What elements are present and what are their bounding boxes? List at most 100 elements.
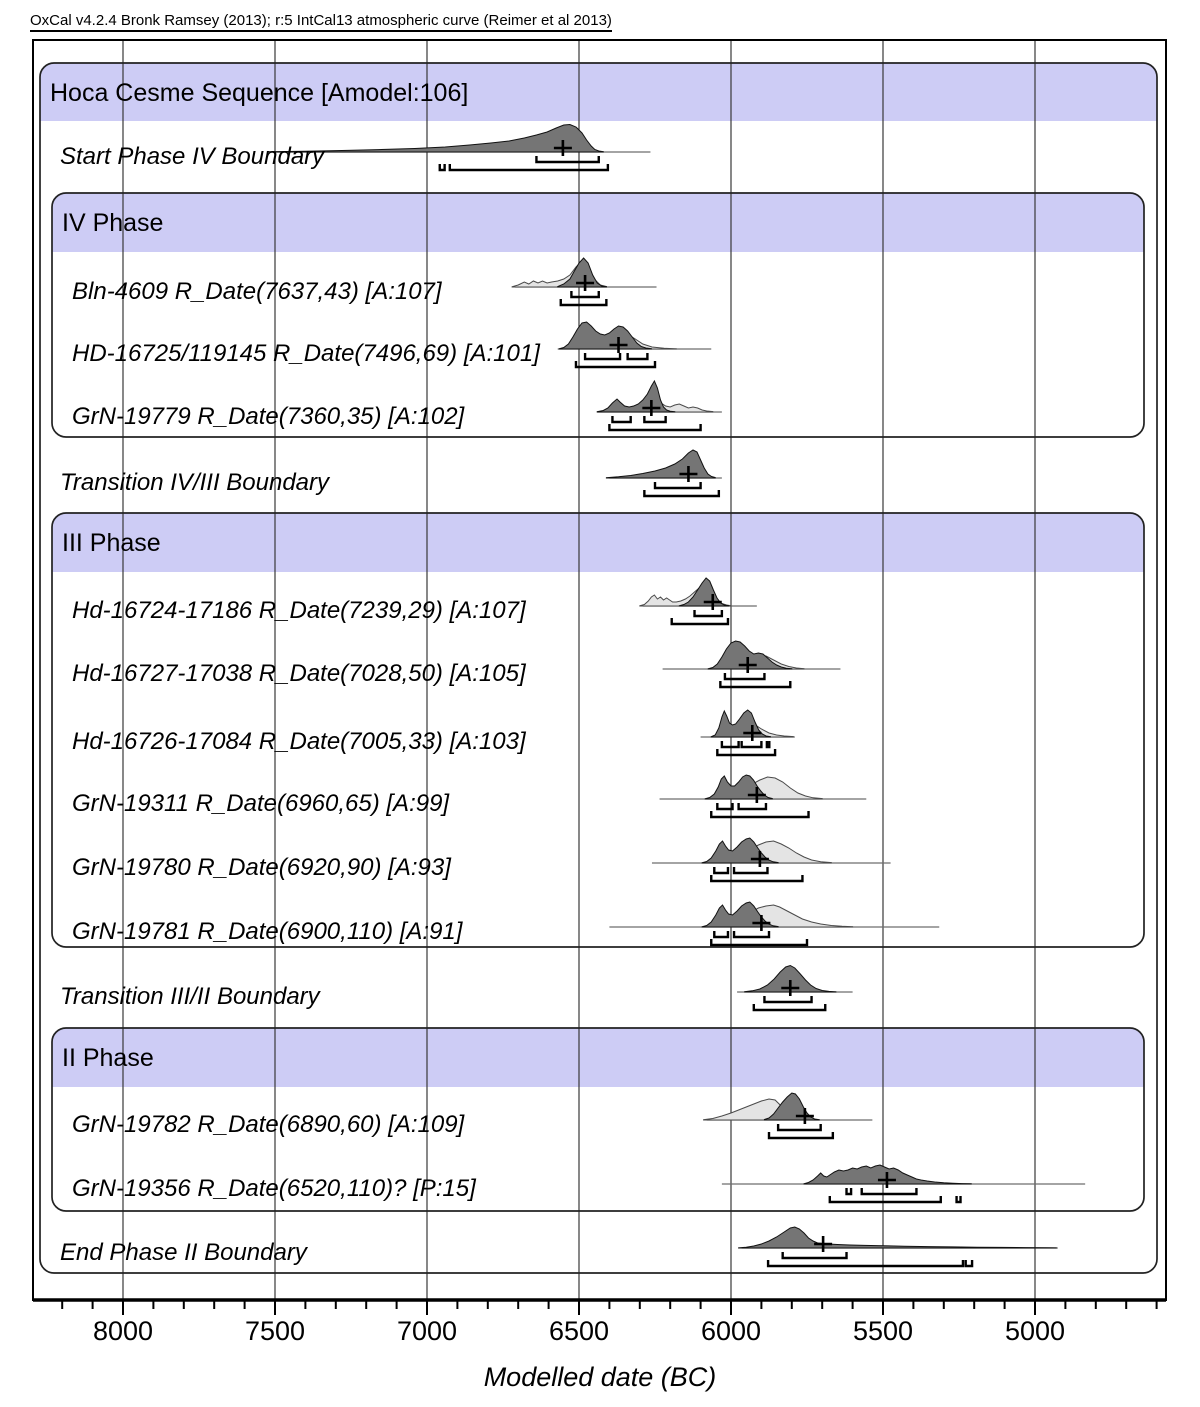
tick-label-8000: 8000 xyxy=(93,1316,153,1346)
sequence-box xyxy=(39,62,1158,1274)
range-68 xyxy=(737,803,768,811)
row-label-hd-16724: Hd-16724-17186 R_Date(7239,29) [A:107] xyxy=(72,597,527,624)
range-68 xyxy=(570,291,600,299)
row-end-phase-ii: End Phase II Boundary xyxy=(60,1226,1058,1268)
row-hd-16724: Hd-16724-17186 R_Date(7239,29) [A:107] xyxy=(72,577,757,626)
range-95 xyxy=(716,749,777,757)
tick-label-6000: 6000 xyxy=(701,1316,761,1346)
mean-cross xyxy=(703,594,722,610)
tick-label-6500: 6500 xyxy=(549,1316,609,1346)
row-label-grn-19781: GrN-19781 R_Date(6900,110) [A:91] xyxy=(72,918,464,945)
row-label-transition-iv-iii: Transition IV/III Boundary xyxy=(60,469,331,496)
range-68 xyxy=(583,353,622,361)
range-95 xyxy=(752,1004,827,1012)
distribution-modelled xyxy=(738,1226,1057,1249)
range-68 xyxy=(860,1188,918,1196)
titles-layer: Hoca Cesme Sequence [Amodel:106] IV Phas… xyxy=(50,79,716,1392)
phase-title-iii: III Phase xyxy=(62,529,161,557)
range-68 xyxy=(653,482,702,490)
range-68 xyxy=(732,867,769,875)
phase-header-band-0 xyxy=(52,193,1144,252)
row-hd-16727: Hd-16727-17038 R_Date(7028,50) [A:105] xyxy=(72,640,841,689)
range-68 xyxy=(723,673,766,681)
phase-title-iv: IV Phase xyxy=(62,209,163,237)
range-95 xyxy=(438,164,446,172)
range-68 xyxy=(643,416,667,424)
range-68 xyxy=(713,931,730,939)
tick-label-5500: 5500 xyxy=(853,1316,913,1346)
distribution-modelled xyxy=(268,123,604,153)
row-transition-iv-iii: Transition IV/III Boundary xyxy=(60,449,722,498)
range-68 xyxy=(845,1188,853,1196)
row-hd-16726: Hd-16726-17084 R_Date(7005,33) [A:103] xyxy=(72,709,795,757)
range-68 xyxy=(781,1252,848,1260)
phase-header-band-2 xyxy=(52,1028,1144,1087)
distribution-modelled xyxy=(710,709,771,738)
range-95 xyxy=(766,1260,965,1268)
tick-label-7000: 7000 xyxy=(397,1316,457,1346)
distribution-modelled xyxy=(701,901,779,928)
row-grn-19780: GrN-19780 R_Date(6920,90) [A:93] xyxy=(72,837,891,883)
row-label-end-phase-ii: End Phase II Boundary xyxy=(60,1239,309,1266)
range-95 xyxy=(710,875,804,883)
row-grn-19779: GrN-19779 R_Date(7360,35) [A:102] xyxy=(72,379,722,432)
range-95 xyxy=(608,424,702,432)
row-hd-16725: HD-16725/119145 R_Date(7496,69) [A:101] xyxy=(72,321,712,369)
range-95 xyxy=(559,299,608,307)
sequence-header-band xyxy=(40,63,1157,121)
row-label-bln-4609: Bln-4609 R_Date(7637,43) [A:107] xyxy=(72,278,443,305)
range-95 xyxy=(448,164,610,172)
sequence-title: Hoca Cesme Sequence [Amodel:106] xyxy=(50,79,468,107)
range-68 xyxy=(763,996,813,1004)
row-label-transition-iii-ii: Transition III/II Boundary xyxy=(60,983,322,1010)
row-label-hd-16726: Hd-16726-17084 R_Date(7005,33) [A:103] xyxy=(72,728,527,755)
row-label-hd-16725: HD-16725/119145 R_Date(7496,69) [A:101] xyxy=(72,340,541,367)
distribution-modelled xyxy=(704,774,773,800)
gridline-layer xyxy=(122,40,1036,1300)
row-bln-4609: Bln-4609 R_Date(7637,43) [A:107] xyxy=(72,257,657,307)
range-68 xyxy=(732,931,771,939)
mean-cross xyxy=(750,851,769,867)
mean-cross xyxy=(679,466,698,482)
range-68 xyxy=(693,610,724,618)
mean-cross xyxy=(576,275,595,291)
row-grn-19781: GrN-19781 R_Date(6900,110) [A:91] xyxy=(72,901,940,947)
row-start-phase-iv: Start Phase IV Boundary xyxy=(60,123,651,172)
distribution-modelled xyxy=(707,640,793,670)
tick-label-7500: 7500 xyxy=(245,1316,305,1346)
phase-title-ii: II Phase xyxy=(62,1044,154,1072)
distribution-rows-layer: Start Phase IV Boundary Bln-4609 R_Date(7… xyxy=(60,123,1086,1268)
range-95 xyxy=(710,811,810,819)
range-68 xyxy=(611,416,632,424)
row-label-grn-19780: GrN-19780 R_Date(6920,90) [A:93] xyxy=(72,854,452,881)
range-68 xyxy=(765,741,771,749)
mean-cross xyxy=(877,1172,896,1188)
range-95 xyxy=(767,1132,835,1140)
phase-box-1 xyxy=(51,512,1145,948)
mean-cross xyxy=(747,787,766,803)
row-label-grn-19779: GrN-19779 R_Date(7360,35) [A:102] xyxy=(72,403,466,430)
distribution-modelled xyxy=(557,257,607,288)
mean-cross xyxy=(738,657,757,673)
mean-cross xyxy=(795,1108,814,1124)
phase-box-2 xyxy=(51,1027,1145,1212)
row-transition-iii-ii: Transition III/II Boundary xyxy=(60,964,853,1012)
oxcal-version-watermark: OxCal v4.2.4 Bronk Ramsey (2013); r:5 In… xyxy=(30,12,612,32)
mean-cross xyxy=(553,140,572,156)
mean-cross xyxy=(743,725,762,741)
range-95 xyxy=(710,939,809,947)
mean-cross xyxy=(752,915,771,931)
range-68 xyxy=(626,353,649,361)
mean-cross xyxy=(781,980,800,996)
row-label-grn-19356: GrN-19356 R_Date(6520,110)? [P:15] xyxy=(72,1175,477,1202)
range-95 xyxy=(955,1196,962,1204)
band-layer xyxy=(40,63,1157,1087)
range-95 xyxy=(574,361,657,369)
mean-cross xyxy=(814,1236,833,1252)
mean-cross xyxy=(642,400,661,416)
range-95 xyxy=(670,618,730,626)
phase-box-0 xyxy=(51,192,1145,438)
distribution-modelled xyxy=(605,449,716,479)
